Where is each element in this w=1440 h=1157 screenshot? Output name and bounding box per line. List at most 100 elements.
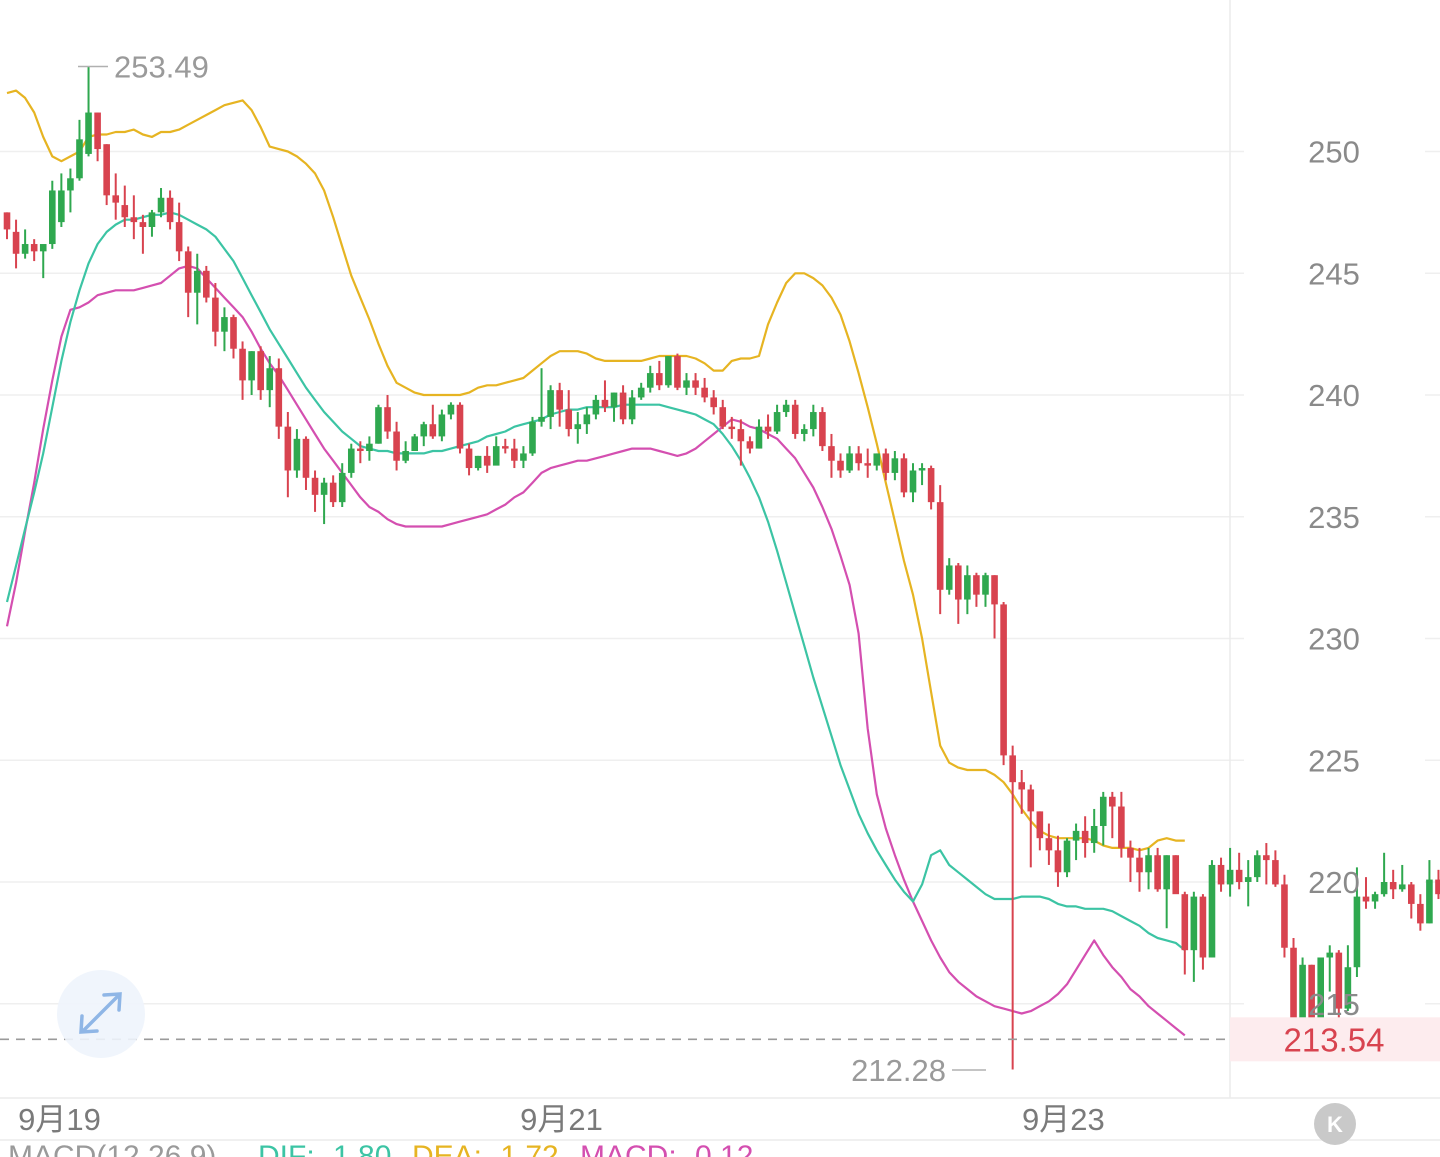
candle	[637, 382, 645, 400]
candle-body	[221, 317, 228, 332]
candle	[121, 185, 129, 227]
candle-body	[1208, 864, 1216, 958]
candle-body	[311, 477, 319, 495]
svg-text:MACD(12,26,9) DIF: -1.: MACD(12,26,9) DIF: -1.80 DEA: -1.72 MACD…	[8, 1140, 753, 1157]
kline-toggle-button[interactable]: K	[1314, 1103, 1356, 1145]
candle-body	[810, 412, 817, 430]
candle-body	[157, 197, 165, 213]
candle	[556, 382, 563, 427]
candle	[1299, 957, 1306, 1019]
candle	[49, 180, 56, 249]
candle	[1099, 791, 1107, 846]
candle-body	[755, 426, 763, 449]
candle	[864, 448, 871, 478]
candle-body	[338, 472, 346, 503]
candle-body	[266, 368, 274, 391]
candle	[85, 66, 92, 157]
candle-body	[402, 451, 409, 461]
candle	[601, 380, 609, 413]
candle	[973, 572, 980, 607]
candle	[701, 377, 708, 403]
candle	[1109, 791, 1116, 839]
candle-body	[320, 482, 328, 495]
expand-icon	[79, 992, 122, 1034]
candle	[329, 475, 337, 508]
candle	[891, 451, 899, 481]
candles	[3, 66, 1440, 1070]
candle-body	[674, 356, 681, 388]
last-price-line: 213.54	[0, 1017, 1440, 1062]
candle-body	[547, 390, 554, 417]
candle	[257, 346, 264, 400]
candle	[456, 402, 464, 454]
candle	[1362, 877, 1370, 909]
candle-body	[483, 455, 491, 466]
candle-body	[746, 441, 754, 449]
candle	[1018, 769, 1026, 814]
candle	[800, 424, 808, 442]
candle	[338, 463, 346, 508]
candle	[393, 421, 400, 471]
candle	[1136, 847, 1143, 892]
candle-body	[837, 460, 844, 471]
candle-body	[637, 387, 645, 398]
candle-body	[1081, 830, 1089, 844]
candle-body	[456, 404, 464, 449]
expand-button[interactable]	[57, 970, 145, 1058]
candle-body	[302, 438, 310, 478]
candle	[1045, 823, 1053, 865]
candle-body	[819, 412, 826, 447]
candle-body	[393, 431, 400, 461]
candle-body	[76, 139, 83, 179]
candle-body	[683, 380, 690, 388]
candle-body	[864, 463, 871, 466]
candle	[411, 433, 418, 452]
candle-body	[121, 205, 129, 218]
candle	[94, 112, 101, 162]
last-price-label: 213.54	[1284, 1021, 1385, 1058]
candle	[945, 558, 953, 595]
candle	[1426, 860, 1433, 924]
candle	[420, 421, 428, 447]
y-tick-label: 240	[1308, 378, 1360, 413]
candle-body	[67, 178, 74, 191]
candle	[529, 416, 536, 456]
candle	[1217, 857, 1225, 892]
candle-body	[203, 270, 210, 298]
candle-body	[873, 453, 881, 466]
candle	[166, 190, 174, 230]
candle	[429, 404, 437, 439]
candle	[719, 399, 727, 430]
candle-body	[1253, 855, 1261, 878]
candle	[646, 365, 654, 393]
candle	[1054, 835, 1062, 887]
candle-body	[139, 222, 147, 227]
candle	[203, 265, 210, 303]
candle-body	[619, 392, 627, 420]
candle	[447, 402, 455, 420]
candle-body	[39, 244, 47, 252]
candle	[1317, 957, 1324, 1029]
candle-body	[583, 414, 591, 425]
candle-body	[411, 436, 418, 452]
candle-body	[94, 112, 101, 150]
candle-body	[1290, 947, 1297, 1019]
candle-body	[1317, 957, 1324, 1021]
candle-body	[520, 453, 527, 461]
annotations: 253.49 212.28	[78, 50, 986, 1088]
candle	[665, 356, 672, 388]
candle	[311, 470, 319, 512]
candle-body	[855, 453, 862, 464]
candle	[438, 409, 446, 442]
candle-body	[1344, 967, 1352, 1009]
candle	[184, 246, 192, 318]
candle-body	[574, 424, 582, 430]
candle	[1253, 850, 1261, 882]
candle	[39, 244, 47, 279]
candle-body	[1000, 604, 1007, 756]
candle	[1263, 843, 1270, 885]
candle	[819, 407, 826, 452]
